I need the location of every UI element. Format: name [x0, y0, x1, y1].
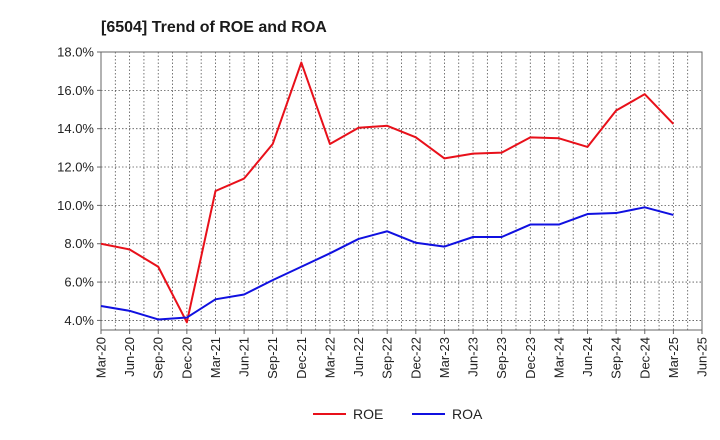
legend-label-roa: ROA — [452, 406, 483, 422]
y-tick-label: 10.0% — [57, 198, 94, 213]
x-tick-label: Jun-22 — [351, 337, 366, 377]
x-tick-label: Mar-20 — [94, 337, 109, 378]
y-tick-label: 6.0% — [64, 275, 94, 290]
x-tick-label: Dec-23 — [523, 337, 538, 379]
y-tick-label: 14.0% — [57, 121, 94, 136]
y-tick-label: 12.0% — [57, 160, 94, 175]
x-tick-label: Mar-22 — [322, 337, 337, 378]
y-tick-label: 4.0% — [64, 313, 94, 328]
x-tick-label: Dec-20 — [179, 337, 194, 379]
x-tick-label: Sep-23 — [494, 337, 509, 379]
legend: ROE ROA — [313, 406, 483, 422]
plot-border — [100, 51, 703, 331]
x-tick-label: Jun-21 — [237, 337, 252, 377]
x-tick-label: Sep-22 — [380, 337, 395, 379]
x-tick-label: Mar-21 — [208, 337, 223, 378]
series-line-roa — [100, 206, 674, 321]
x-tick-label: Dec-22 — [408, 337, 423, 379]
chart-title: [6504] Trend of ROE and ROA — [101, 19, 327, 36]
x-axis-ticks: Mar-20 Jun-20 Sep-20 Dec-20 Mar-21 Jun-21 Sep-… — [94, 330, 710, 379]
y-axis-ticks: 4.0% 6.0% 8.0% 10.0% 12.0% 14.0% 16.0% 18.0% — [57, 45, 101, 328]
x-tick-label: Sep-21 — [265, 337, 280, 379]
x-tick-label: Jun-25 — [695, 337, 710, 377]
series-lines — [100, 61, 675, 324]
x-tick-label: Jun-24 — [580, 337, 595, 377]
series-line-roe — [100, 61, 675, 324]
x-tick-label: Jun-20 — [122, 337, 137, 377]
x-tick-label: Mar-23 — [437, 337, 452, 378]
x-tick-label: Dec-21 — [294, 337, 309, 379]
plot-area — [101, 52, 702, 330]
x-tick-label: Mar-25 — [666, 337, 681, 378]
y-tick-label: 16.0% — [57, 83, 94, 98]
x-tick-label: Sep-20 — [151, 337, 166, 379]
grid-lines — [101, 52, 702, 330]
y-tick-label: 8.0% — [64, 236, 94, 251]
x-tick-label: Dec-24 — [637, 337, 652, 379]
x-tick-label: Mar-24 — [551, 337, 566, 378]
x-tick-label: Jun-23 — [466, 337, 481, 377]
y-tick-label: 18.0% — [57, 45, 94, 60]
x-tick-label: Sep-24 — [609, 337, 624, 379]
legend-label-roe: ROE — [353, 406, 383, 422]
